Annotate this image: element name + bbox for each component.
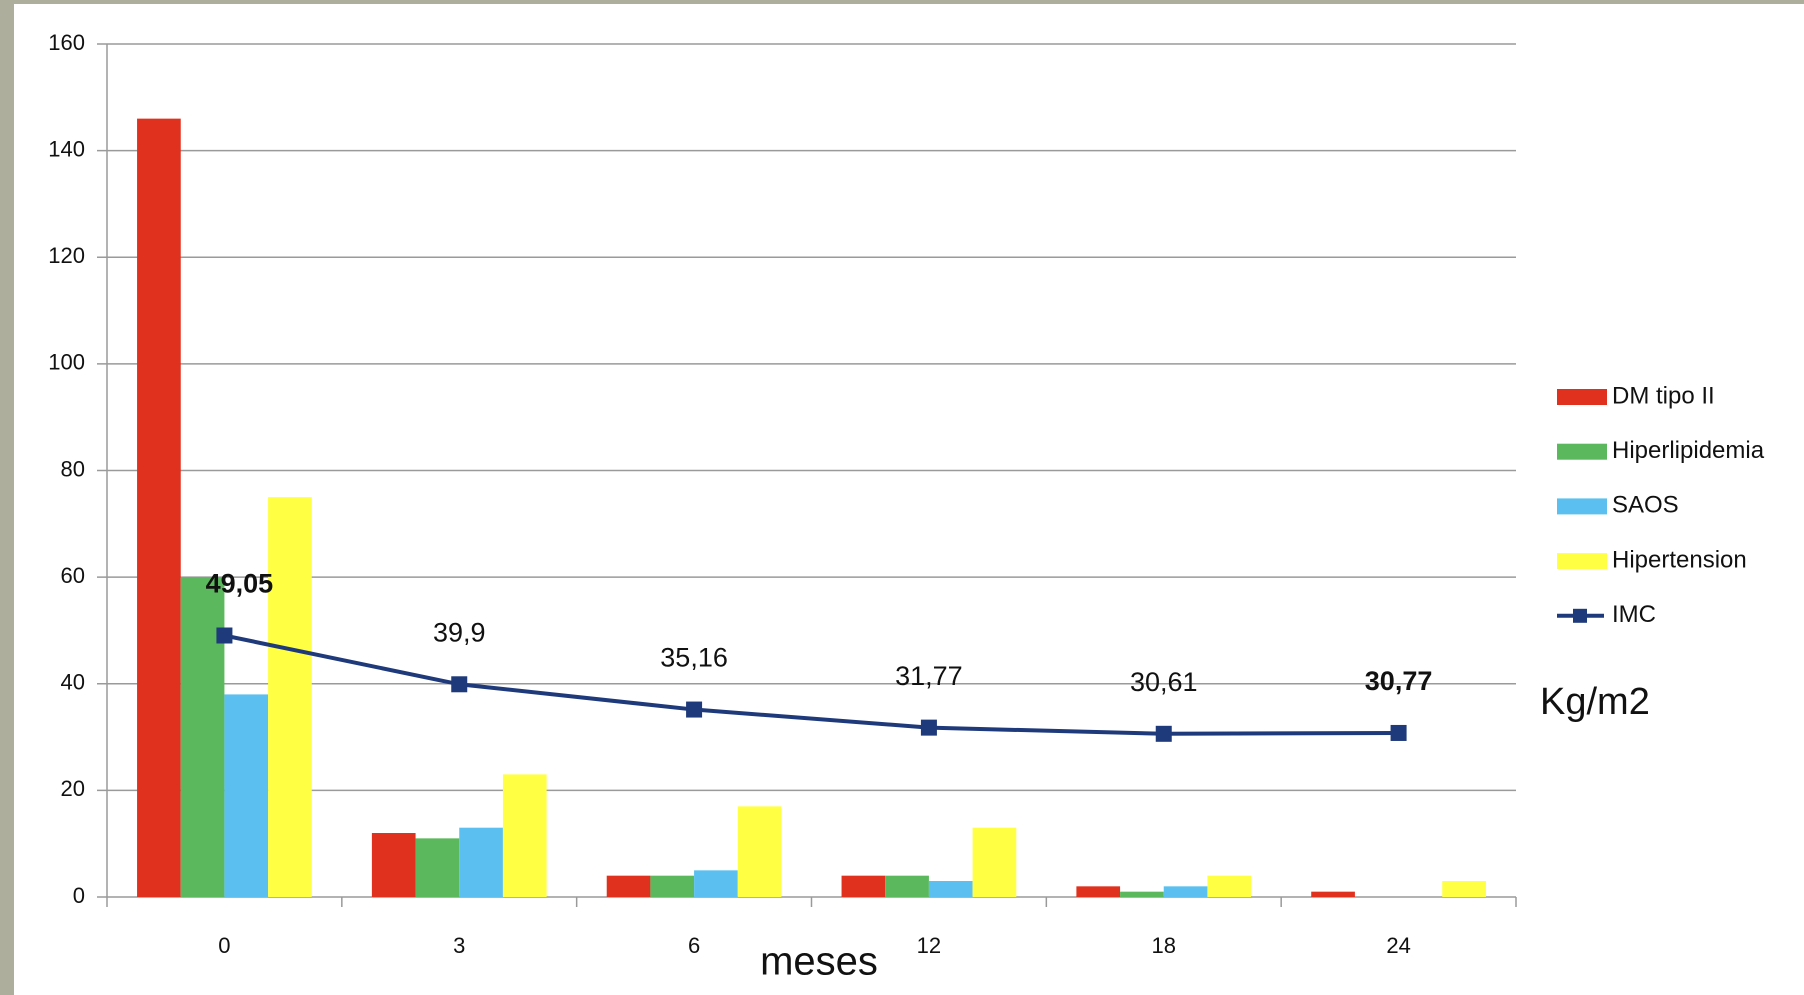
data-label: 30,61	[1130, 667, 1198, 697]
legend-swatch	[1557, 498, 1607, 515]
bar	[268, 497, 312, 897]
panel	[14, 4, 1804, 995]
x-axis-label: meses	[760, 940, 878, 984]
bar	[1442, 881, 1486, 897]
bar	[606, 875, 651, 897]
bar	[1207, 875, 1252, 897]
bar	[841, 875, 886, 897]
data-label: 30,77	[1365, 666, 1433, 696]
legend-swatch	[1573, 608, 1587, 623]
marker	[686, 701, 703, 718]
legend-swatch	[1557, 443, 1607, 460]
x-tick-label: 3	[453, 933, 465, 958]
bar	[928, 881, 973, 897]
legend-label: Hiperlipidemia	[1612, 437, 1765, 464]
bar	[972, 827, 1017, 897]
bar	[1120, 891, 1164, 897]
data-label: 49,05	[206, 569, 274, 599]
x-tick-label: 12	[917, 933, 941, 958]
line	[224, 633, 1399, 736]
data-label: 39,9	[433, 617, 486, 647]
y-tick-label: 160	[48, 30, 85, 55]
legend-label: Hipertension	[1612, 546, 1747, 573]
bar	[1163, 886, 1208, 897]
x-tick-label: 24	[1386, 933, 1410, 958]
y-tick-label: 80	[61, 456, 85, 481]
data-label: 35,16	[660, 643, 728, 673]
legend-label: IMC	[1612, 601, 1656, 628]
y-tick-label: 140	[48, 136, 85, 161]
legend-label: DM tipo II	[1612, 382, 1715, 409]
y-tick-label: 60	[61, 563, 85, 588]
y-tick-label: 100	[48, 350, 85, 375]
bar	[180, 577, 225, 897]
bar	[737, 806, 782, 897]
bar	[459, 827, 503, 897]
y-tick-label: 40	[61, 670, 85, 695]
bar	[137, 118, 181, 897]
marker	[1155, 725, 1172, 742]
bar	[694, 870, 738, 897]
x-tick-label: 6	[688, 933, 700, 958]
y-tick-label: 20	[61, 776, 85, 801]
bar	[1311, 891, 1355, 897]
annotation: Kg/m2	[1540, 681, 1650, 723]
marker	[1390, 724, 1407, 741]
marker	[451, 676, 468, 693]
legend-swatch	[1557, 553, 1607, 570]
bar	[1076, 886, 1121, 897]
y-tick-label: 0	[73, 883, 85, 908]
bar	[650, 875, 695, 897]
bar	[371, 833, 416, 897]
bar	[885, 875, 929, 897]
bar	[224, 694, 269, 897]
x-tick-label: 0	[218, 933, 230, 958]
x-tick-label: 18	[1152, 933, 1176, 958]
legend-label: SAOS	[1612, 492, 1679, 519]
marker	[216, 627, 233, 644]
data-label: 31,77	[895, 661, 963, 691]
bar	[502, 774, 547, 897]
y-tick-label: 120	[48, 243, 85, 268]
legend-swatch	[1557, 389, 1607, 405]
marker	[920, 719, 937, 736]
bar	[415, 838, 460, 897]
